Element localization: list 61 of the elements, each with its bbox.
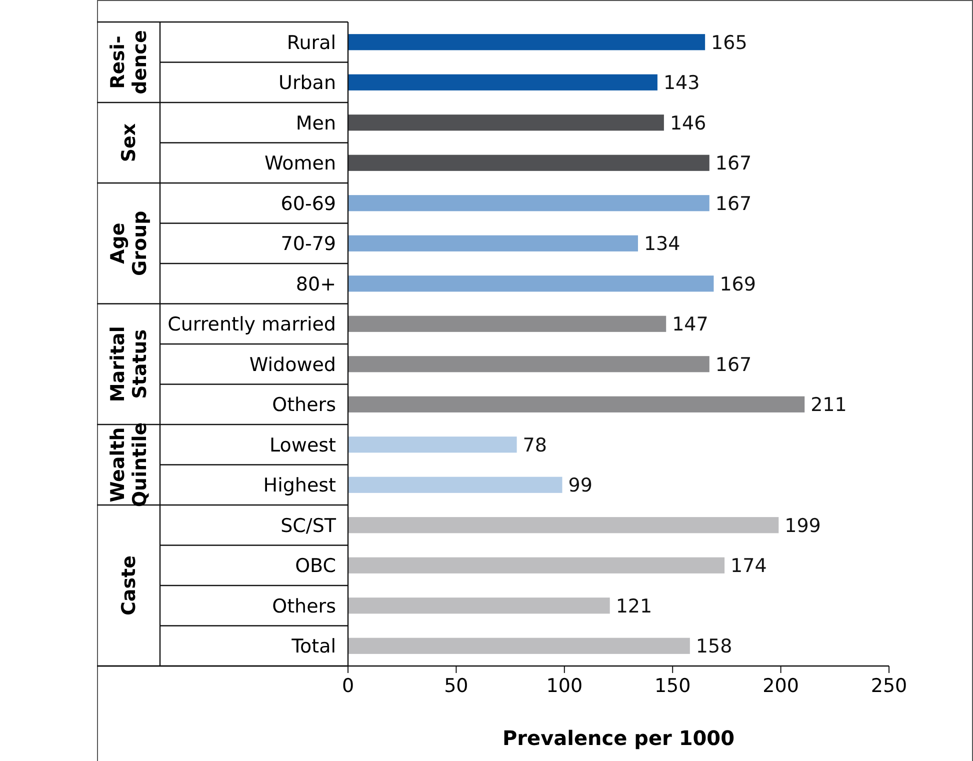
- data-label: 174: [730, 555, 767, 578]
- y-tick-label: OBC: [295, 555, 336, 578]
- text: Caste: [118, 555, 140, 616]
- bar: [348, 598, 610, 614]
- data-label: 165: [711, 32, 748, 54]
- bar: [348, 557, 725, 574]
- x-tick-label: 100: [546, 675, 583, 697]
- y-tick-label: Women: [264, 152, 336, 175]
- y-tick-label: 80+: [296, 273, 336, 296]
- bar: [348, 195, 710, 212]
- y-tick-label: SC/ST: [280, 514, 336, 537]
- y-tick-label: Rural: [286, 32, 336, 54]
- bar: [348, 517, 779, 534]
- data-label: 147: [672, 314, 708, 336]
- y-tick-label: Widowed: [249, 354, 336, 376]
- bar: [348, 396, 805, 412]
- bar: [348, 34, 706, 50]
- bar: [348, 154, 710, 171]
- bar: [348, 276, 714, 292]
- y-tick-label: Men: [296, 112, 336, 134]
- bar: [348, 316, 666, 332]
- text: Marital Status: [107, 326, 152, 402]
- data-label: 211: [810, 394, 847, 416]
- y-tick-label: Currently married: [168, 314, 336, 336]
- x-tick-label: 250: [870, 675, 908, 697]
- y-tick-label: Highest: [263, 474, 336, 497]
- y-tick-label: Others: [272, 394, 336, 416]
- bar: [348, 638, 690, 654]
- y-tick-label: Lowest: [270, 434, 336, 456]
- data-label: 167: [715, 354, 752, 376]
- data-label: 167: [715, 152, 752, 175]
- y-tick-label: Urban: [278, 72, 336, 94]
- text: Wealth Quintile: [107, 422, 152, 508]
- data-label: 143: [663, 72, 700, 94]
- data-label: 78: [522, 434, 547, 456]
- data-label: 158: [696, 636, 732, 658]
- y-tick-label: Total: [290, 636, 336, 658]
- data-label: 134: [644, 233, 680, 256]
- y-tick-label: 60-69: [280, 192, 336, 215]
- bar: [348, 74, 658, 90]
- data-label: 199: [784, 514, 821, 537]
- x-tick-label: 0: [342, 675, 354, 697]
- x-tick-label: 200: [762, 675, 799, 697]
- data-label: 121: [616, 595, 652, 618]
- bar: [348, 356, 710, 372]
- data-label: 99: [568, 474, 592, 497]
- bar: [348, 436, 517, 453]
- text: Age Group: [107, 210, 152, 276]
- y-tick-label: 70-79: [280, 233, 336, 256]
- x-axis-title: Prevalence per 1000: [502, 726, 735, 750]
- y-tick-label: Others: [272, 595, 336, 618]
- data-label: 146: [670, 112, 706, 134]
- x-tick-label: 150: [654, 675, 691, 697]
- bar: [348, 476, 562, 493]
- text: Sex: [118, 123, 140, 162]
- x-tick-label: 50: [444, 675, 468, 697]
- bar: [348, 114, 664, 131]
- bar: [348, 235, 638, 252]
- data-label: 169: [720, 273, 756, 296]
- data-label: 167: [715, 192, 752, 215]
- text: Resi-dence: [107, 30, 152, 94]
